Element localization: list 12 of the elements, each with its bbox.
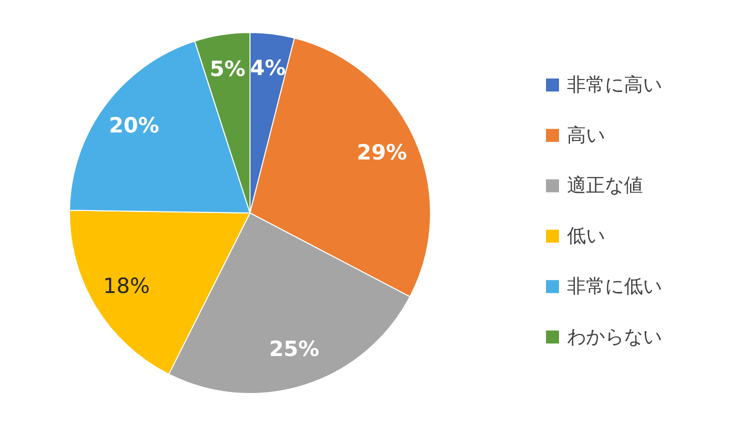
legend-label: 非常に高い [567,74,662,96]
data-label: 20% [108,113,160,138]
data-label: 4% [250,56,286,80]
legend-label: わからない [567,326,662,348]
legend-label: 非常に低い [567,276,662,298]
data-label: 25% [269,336,320,361]
legend-label: 適正な値 [567,174,643,197]
legend-label: 高い [567,124,605,146]
data-label: 18% [103,274,150,298]
data-label: 29% [356,140,407,165]
data-label: 5% [210,56,246,81]
legend-label: 低い [567,225,605,248]
